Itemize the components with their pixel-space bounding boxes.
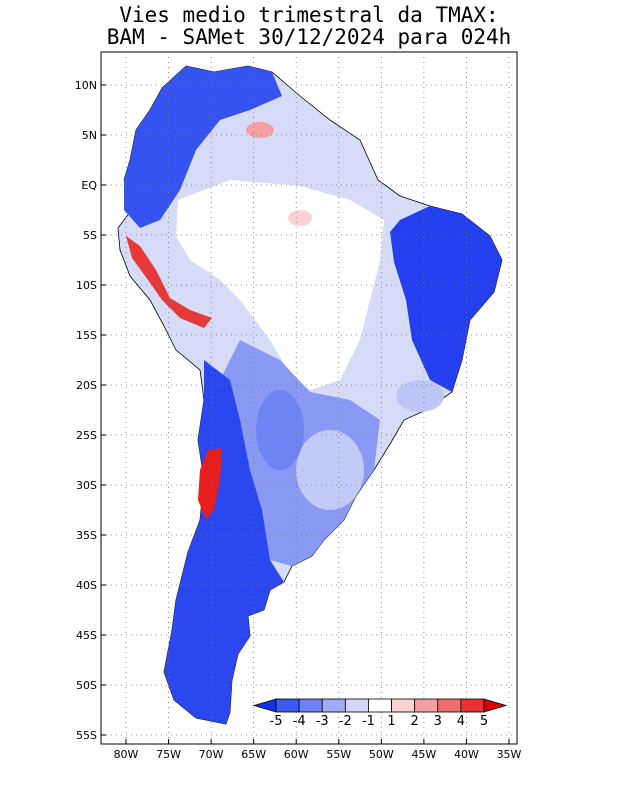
lon-tick-label: 45W (411, 748, 436, 761)
lon-tick-label: 40W (454, 748, 479, 761)
northeast-cold-region (390, 206, 502, 392)
andes-argentina-hot-region (198, 448, 222, 520)
lat-tick-label: 35S (76, 529, 97, 542)
lat-tick-label: 20S (76, 379, 97, 392)
colorbar-box (414, 698, 439, 713)
lat-tick-label: 30S (76, 479, 97, 492)
colorbar-tick-label: -2 (339, 714, 352, 729)
colorbar-box (275, 698, 300, 713)
light-warm-patch (288, 210, 312, 226)
colorbar-box (321, 698, 346, 713)
colorbar-tick-label: 3 (434, 714, 442, 729)
colorbar-tick-label: -5 (270, 714, 283, 729)
colorbar-tick-label: -1 (362, 714, 375, 729)
lat-tick-label: 5S (83, 229, 97, 242)
colorbar-box (437, 698, 462, 713)
lat-tick-label: 10S (76, 279, 97, 292)
northwest-cold-region (124, 66, 282, 228)
colorbar-box (344, 698, 369, 713)
map-field (117, 65, 503, 725)
lon-tick-label: 75W (156, 748, 181, 761)
central-neutral-region (176, 180, 384, 390)
light-cold-patch (396, 380, 444, 412)
lat-tick-label: 45S (76, 629, 97, 642)
lon-tick-label: 35W (497, 748, 522, 761)
lat-tick-label: 50S (76, 679, 97, 692)
andes-peru-warm-region (126, 236, 212, 328)
lon-tick-label: 80W (114, 748, 139, 761)
colorbar-box (391, 698, 416, 713)
lat-tick-label: 10N (75, 79, 97, 92)
colorbar-tick-label: 2 (411, 714, 419, 729)
light-cold-patch (256, 390, 304, 470)
latitude-labels: 10N 5N EQ 5S 10S 15S 20S 25S 30S 35S 40S 45S 50S 55S (75, 79, 98, 742)
light-cold-patch (296, 430, 364, 510)
map-title-line-1: Vies medio trimestral da TMAX: (119, 3, 499, 27)
lat-tick-label: EQ (81, 179, 97, 192)
lon-tick-label: 70W (199, 748, 224, 761)
lon-tick-label: 65W (241, 748, 266, 761)
colorbar-high-arrow (483, 698, 508, 713)
longitude-labels: 80W 75W 70W 65W 60W 55W 50W 45W 40W 35W (114, 748, 522, 761)
southern-cone-cold-region (164, 360, 284, 724)
colorbar-tick-label: -4 (293, 714, 306, 729)
colorbar-tick-label: 4 (457, 714, 465, 729)
gridlines (101, 52, 517, 744)
colorbar-tick-label: -3 (316, 714, 329, 729)
map-border (100, 51, 518, 745)
lat-tick-label: 40S (76, 579, 97, 592)
colorbar-box (298, 698, 323, 713)
light-warm-patch (246, 122, 274, 138)
colorbar-tick-label: 1 (387, 714, 395, 729)
lon-tick-label: 50W (369, 748, 394, 761)
map-title-line-2: BAM - SAMet 30/12/2024 para 024h (106, 25, 512, 49)
colorbar-box (460, 698, 485, 713)
colorbar-box (368, 698, 392, 713)
lon-tick-label: 60W (284, 748, 309, 761)
colorbar-tick-label: 5 (480, 714, 488, 729)
lat-tick-label: 5N (82, 129, 97, 142)
lat-tick-label: 25S (76, 429, 97, 442)
lon-tick-label: 55W (326, 748, 351, 761)
colorbar: -5 -4 -3 -2 -1 1 2 3 4 5 (252, 698, 508, 729)
lat-tick-label: 55S (76, 729, 97, 742)
lat-tick-label: 15S (76, 329, 97, 342)
